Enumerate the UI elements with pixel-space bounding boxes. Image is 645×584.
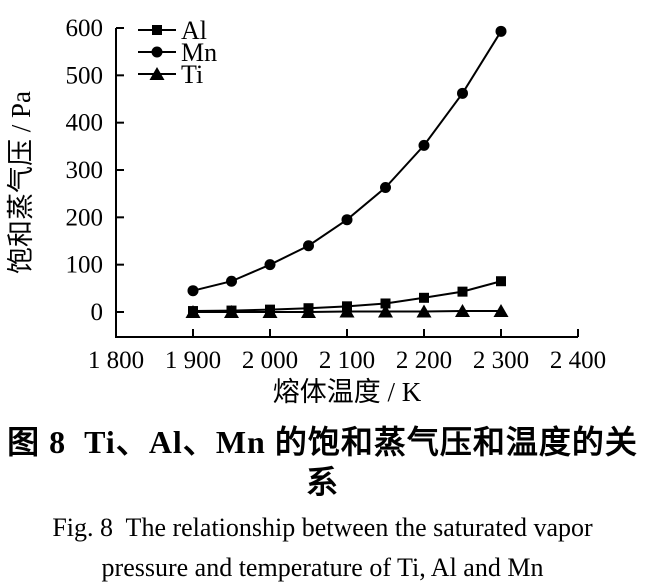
legend-item-ti: Ti [138, 60, 203, 89]
legend-item-al: Al [138, 16, 207, 45]
y-tick-label: 600 [66, 15, 104, 42]
axis-ticks [116, 27, 579, 337]
triangle-marker [185, 305, 201, 318]
triangle-marker [301, 305, 316, 318]
circle-marker [380, 182, 391, 194]
circle-marker [341, 214, 353, 226]
triangle-marker [416, 304, 432, 318]
legend-label-al: Al [181, 16, 207, 45]
x-axis-title: 熔体温度 / K [273, 377, 422, 407]
circle-marker [151, 46, 163, 58]
circle-marker [187, 285, 199, 297]
square-marker [152, 25, 162, 35]
figure-page: 0 100 200 300 400 500 600 1 800 1 900 2 000 2 100 2… [6, 15, 638, 582]
circle-marker [495, 25, 507, 37]
x-tick-label: 2 100 [319, 347, 375, 374]
y-tick-label: 500 [66, 62, 104, 89]
circle-marker [457, 87, 468, 99]
series-mn [187, 25, 507, 297]
series-line-mn [192, 30, 502, 292]
x-tick-label: 2 400 [550, 347, 606, 374]
triangle-marker [493, 304, 509, 318]
x-tick-label: 2 200 [396, 347, 452, 374]
triangle-marker [149, 67, 165, 80]
triangle-marker [224, 305, 239, 318]
y-tick-label: 0 [91, 299, 104, 326]
legend-label-ti: Ti [181, 60, 203, 89]
figure-caption-en-line2: pressure and temperature of Ti, Al and M… [101, 553, 544, 582]
y-tick-label: 400 [66, 110, 104, 137]
x-tick-label: 2 300 [473, 347, 529, 374]
circle-marker [303, 240, 314, 252]
figure-caption-zh: 图 8 Ti、Al、Mn 的饱和蒸气压和温度的关系 [7, 424, 638, 500]
series-ti [185, 304, 509, 318]
y-tick-label: 300 [66, 157, 104, 184]
x-tick-label: 1 800 [88, 347, 144, 374]
y-axis-title: 饱和蒸气压 / Pa [6, 91, 36, 274]
x-tick-label: 2 000 [242, 347, 298, 374]
triangle-marker [455, 304, 470, 318]
triangle-marker [378, 304, 393, 318]
y-tick-label: 200 [66, 204, 104, 231]
circle-marker [418, 139, 430, 151]
axis-tick-labels: 0 100 200 300 400 500 600 1 800 1 900 2 000 2 100 2… [66, 15, 607, 374]
vapor-pressure-chart: 0 100 200 300 400 500 600 1 800 1 900 2 000 2 100 2… [6, 15, 607, 407]
triangle-marker [339, 304, 355, 318]
figure-caption-en-line1: Fig. 8 The relationship between the satu… [52, 513, 593, 542]
square-marker [419, 292, 429, 303]
circle-marker [226, 275, 237, 287]
y-tick-label: 100 [66, 252, 104, 279]
circle-marker [264, 259, 276, 271]
square-marker [380, 298, 391, 309]
triangle-marker [262, 305, 278, 318]
legend-label-mn: Mn [181, 38, 217, 67]
square-marker [496, 276, 506, 287]
legend-item-mn: Mn [138, 38, 217, 67]
x-tick-label: 1 900 [165, 347, 221, 374]
square-marker [457, 286, 468, 297]
